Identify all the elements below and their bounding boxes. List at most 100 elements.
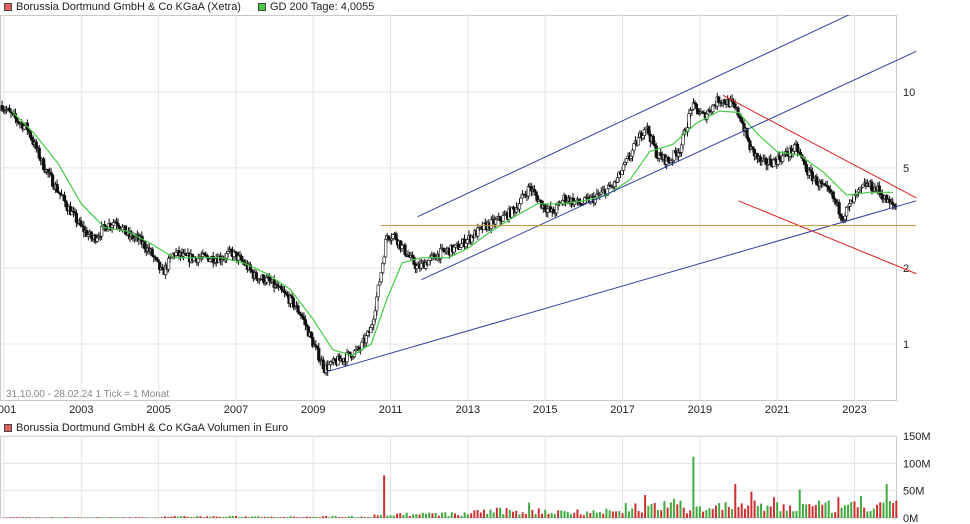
- volume-bar-246: [795, 510, 798, 518]
- vol-y-tick-label-150M: 150M: [903, 431, 931, 443]
- volume-bar-214: [692, 456, 695, 518]
- volume-bar-111: [360, 516, 363, 518]
- candle-body-367: [546, 208, 550, 213]
- volume-bar-195: [631, 508, 634, 518]
- candle-body-414: [616, 177, 620, 183]
- volume-bar-237: [766, 505, 769, 518]
- candle-body-320: [476, 227, 480, 237]
- candle-body-248: [369, 327, 373, 334]
- candle-body-257: [382, 256, 386, 264]
- volume-bar-212: [685, 513, 688, 518]
- volume-bar-209: [676, 504, 679, 518]
- volume-bar-55: [180, 515, 183, 518]
- volume-bar-273: [882, 502, 885, 518]
- legend-swatch-red: [4, 3, 12, 11]
- candle-body-258: [384, 238, 388, 258]
- volume-bar-234: [756, 505, 759, 518]
- volume-bar-236: [763, 510, 766, 518]
- volume-bar-216: [698, 506, 701, 518]
- candle-body-25: [37, 147, 41, 159]
- volume-bar-84: [273, 517, 276, 518]
- volume-bar-142: [460, 515, 463, 518]
- volume-bar-203: [656, 509, 659, 518]
- volume-bar-271: [876, 504, 879, 518]
- volume-bar-75: [244, 516, 247, 518]
- candle-body-195: [290, 295, 294, 299]
- x-tick-label-2001: 2001: [0, 404, 16, 416]
- y-tick-label-1: 1: [903, 339, 909, 351]
- x-tick-label-2015: 2015: [533, 404, 557, 416]
- candle-body-256: [381, 262, 385, 273]
- candle-body-78: [116, 223, 120, 227]
- volume-bar-154: [499, 507, 502, 518]
- volume-bar-211: [682, 507, 685, 518]
- volume-bar-202: [653, 503, 656, 518]
- legend-label-volume: Borussia Dortmund GmbH & Co KGaA Volumen…: [16, 422, 289, 434]
- volume-bar-268: [866, 511, 869, 518]
- candle-body-544: [809, 169, 813, 173]
- volume-bar-78: [254, 516, 257, 518]
- volume-bar-54: [176, 516, 179, 518]
- candle-body-81: [120, 226, 125, 231]
- volume-bar-134: [434, 512, 437, 518]
- volume-bar-34: [112, 517, 115, 518]
- volume-bar-110: [357, 517, 360, 518]
- candle-body-354: [526, 185, 531, 197]
- candle-body-5: [7, 108, 12, 112]
- volume-bar-33: [109, 517, 112, 518]
- candle-body-50: [74, 213, 79, 223]
- x-tick-label-2013: 2013: [456, 404, 480, 416]
- candle-body-453: [674, 150, 678, 154]
- y-tick-label-5: 5: [903, 163, 909, 175]
- candle-body-297: [442, 247, 446, 252]
- volume-bar-262: [847, 504, 850, 518]
- volume-bar-253: [818, 500, 821, 518]
- candle-body-208: [309, 331, 313, 338]
- volume-bar-239: [772, 497, 775, 518]
- candle-body-570: [847, 203, 852, 207]
- volume-bar-207: [669, 502, 672, 518]
- candle-body-468: [696, 108, 700, 115]
- candle-body-438: [651, 135, 655, 145]
- volume-bar-232: [750, 491, 753, 518]
- candle-body-514: [764, 158, 768, 165]
- candle-body-537: [798, 151, 803, 156]
- volume-bar-192: [621, 513, 624, 518]
- volume-bar-189: [611, 511, 614, 518]
- candle-body-251: [373, 310, 377, 320]
- volume-bar-187: [605, 508, 608, 518]
- candle-body-358: [532, 189, 536, 192]
- volume-bar-158: [511, 511, 514, 518]
- volume-bar-31: [102, 517, 105, 518]
- trendline-group: [328, 15, 917, 372]
- candle-body-448: [666, 156, 670, 162]
- volume-bar-197: [637, 511, 640, 518]
- volume-bar-163: [528, 502, 531, 518]
- volume-bar-2: [9, 517, 12, 518]
- volume-bar-115: [373, 514, 376, 518]
- candle-body-573: [852, 194, 856, 203]
- trendline-blue-2: [417, 15, 850, 218]
- candle-body-10: [15, 117, 19, 122]
- volume-bar-91: [296, 517, 299, 518]
- volume-bar-97: [315, 516, 318, 518]
- volume-bar-77: [251, 516, 254, 518]
- volume-bar-22: [73, 517, 76, 518]
- volume-bar-18: [60, 517, 63, 518]
- volume-bar-98: [318, 517, 321, 518]
- volume-bar-266: [859, 496, 862, 518]
- volume-bar-137: [444, 512, 447, 518]
- candle-body-517: [769, 158, 773, 166]
- volume-bar-183: [592, 510, 595, 518]
- volume-bar-175: [566, 511, 569, 518]
- price-legend-item-1: GD 200 Tage: 4,0055: [258, 0, 374, 14]
- x-tick-label-2017: 2017: [610, 404, 634, 416]
- candle-body-435: [647, 126, 651, 135]
- volume-bar-19: [64, 517, 67, 518]
- candle-body-417: [620, 170, 624, 175]
- volume-bar-143: [463, 512, 466, 518]
- candle-body-556: [827, 186, 831, 190]
- candle-body-34: [51, 174, 55, 187]
- volume-legend-item: Borussia Dortmund GmbH & Co KGaA Volumen…: [4, 421, 288, 435]
- volume-bar-72: [234, 515, 237, 518]
